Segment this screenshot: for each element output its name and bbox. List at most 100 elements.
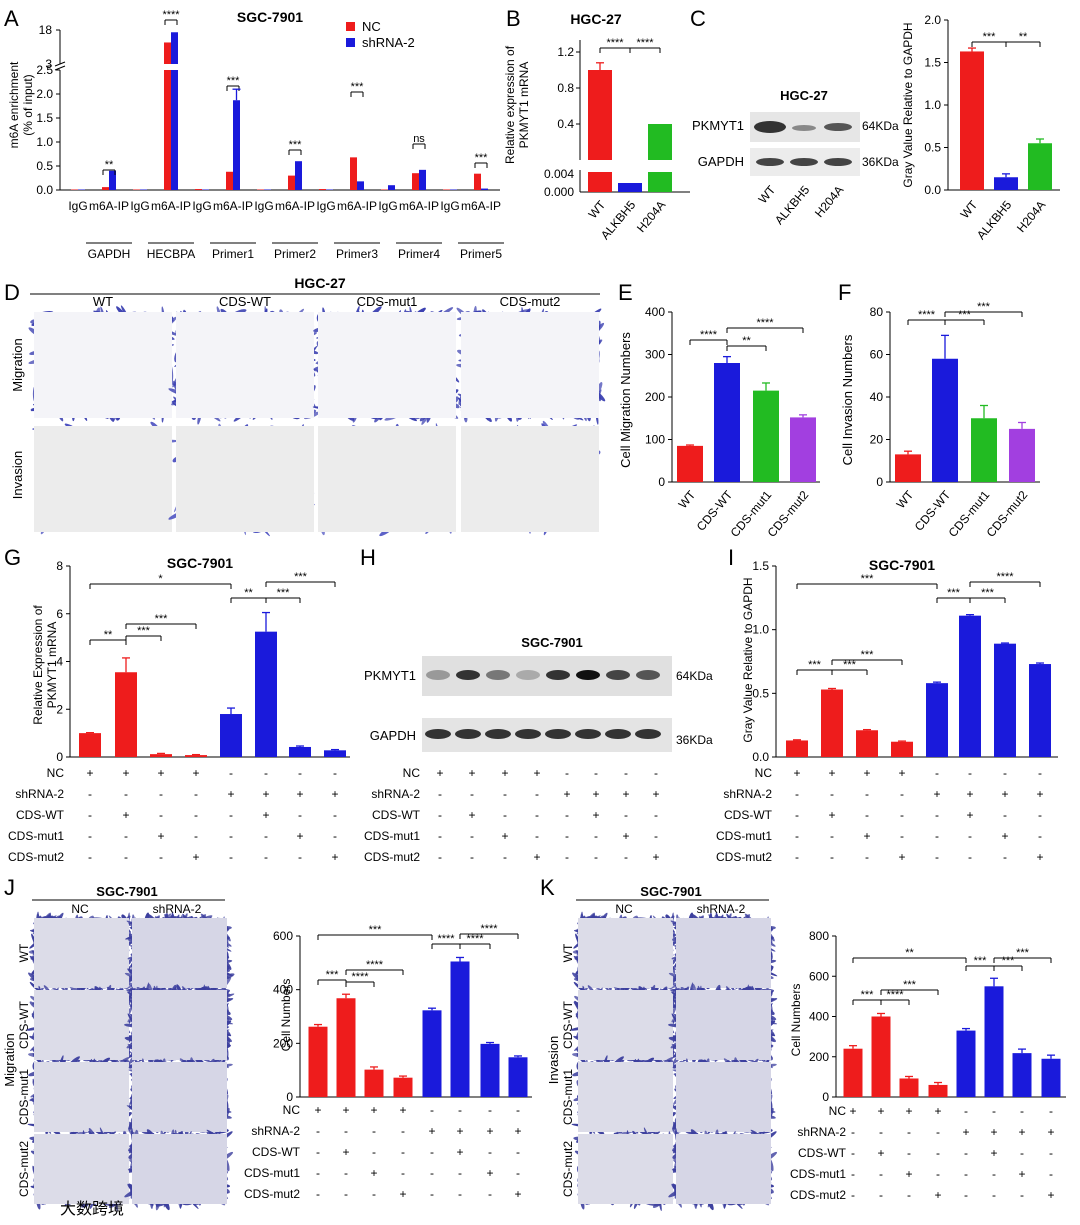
panelH-band bbox=[546, 670, 570, 680]
panelI-title: SGC-7901 bbox=[869, 557, 935, 573]
panelH-cond-label: CDS-WT bbox=[372, 808, 421, 822]
panelH-cond-sign: - bbox=[438, 850, 442, 864]
panelH-cond-sign: - bbox=[535, 787, 539, 801]
panelC-blot-label: GAPDH bbox=[698, 154, 744, 169]
panelJ-title: SGC-7901 bbox=[96, 884, 157, 899]
panelB-y-tick-label: 0.004 bbox=[544, 167, 574, 181]
panelA-sig-label: **** bbox=[162, 9, 180, 21]
panelB-bar-WT bbox=[588, 70, 612, 160]
panelG-cond-sign: - bbox=[333, 808, 337, 822]
panelF-bar-2 bbox=[932, 358, 958, 482]
panelC-kda: 36KDa bbox=[862, 155, 899, 169]
panelA-x-cat: IgG bbox=[440, 199, 459, 213]
panelG-bar-7 bbox=[289, 746, 311, 757]
panelI-cond-sign: - bbox=[935, 850, 939, 864]
panelA-group-label: Primer2 bbox=[274, 247, 316, 261]
panelI-cond-sign: - bbox=[900, 808, 904, 822]
panelJ-image-nc-bg bbox=[34, 990, 129, 1060]
panelI-bar-3 bbox=[856, 730, 878, 757]
panelJ-row-label: CDS-WT bbox=[17, 1000, 31, 1049]
panelI-cond-sign: - bbox=[830, 787, 834, 801]
panelA-bar bbox=[319, 189, 326, 190]
panelB-bar-H204A bbox=[648, 124, 672, 160]
panelB-sig-label: **** bbox=[636, 37, 654, 49]
panelE-x-cat: WT bbox=[676, 487, 699, 511]
panelG-cond-sign: - bbox=[159, 787, 163, 801]
panelG-cond-sign: + bbox=[192, 766, 199, 780]
panelG-ylabel: Relative Expression of bbox=[31, 605, 45, 725]
panelF-x-cat: WT bbox=[894, 487, 917, 511]
panelG-cond-sign: - bbox=[88, 808, 92, 822]
panelA-x-cat: m6A-IP bbox=[213, 199, 253, 213]
panelI-bar-2 bbox=[821, 689, 843, 757]
panelA-bar bbox=[412, 173, 419, 190]
panelG-cond-sign: - bbox=[333, 829, 337, 843]
panelI-y-tick-label: 0.0 bbox=[752, 750, 769, 764]
panelC-band bbox=[754, 121, 786, 133]
panelG-cond-sign: - bbox=[124, 829, 128, 843]
panelI-cond-label: NC bbox=[755, 766, 773, 780]
panelA-group-label: HECBPA bbox=[147, 247, 195, 261]
panelA-y-tick-label: 18 bbox=[39, 23, 53, 37]
panelA-group-label: Primer1 bbox=[212, 247, 254, 261]
panelG-bar-1 bbox=[79, 733, 101, 757]
panel-letter-I: I bbox=[728, 545, 734, 570]
panelG-cond-label: CDS-WT bbox=[16, 808, 65, 822]
panelC-sig-label: *** bbox=[983, 31, 997, 43]
panelI-cond-sign: - bbox=[935, 808, 939, 822]
panelH-band bbox=[455, 729, 481, 739]
panelC-x-cat: H204A bbox=[1014, 198, 1048, 235]
panelC-band bbox=[824, 158, 852, 166]
panelI-cond-sign: + bbox=[828, 808, 835, 822]
panelG-bar-8 bbox=[324, 750, 346, 757]
panelD-row-label: Migration bbox=[10, 338, 25, 391]
panelA-sig-label: ns bbox=[413, 133, 425, 145]
panelI-cond-sign: - bbox=[795, 850, 799, 864]
panelH-band bbox=[515, 729, 541, 739]
panelD-invasion-image-bg bbox=[461, 426, 599, 532]
panelC-blot-label: PKMYT1 bbox=[692, 118, 744, 133]
panel-letter-A: A bbox=[4, 6, 19, 31]
panelA-sig-label: *** bbox=[289, 139, 303, 151]
panelI-cond-sign: - bbox=[968, 766, 972, 780]
panelG-cond-sign: - bbox=[159, 850, 163, 864]
panel-letter-C: C bbox=[690, 6, 706, 31]
panelF-y-tick-label: 80 bbox=[870, 305, 884, 319]
panelI-cond-sign: - bbox=[830, 829, 834, 843]
panelJ-col-label: shRNA-2 bbox=[153, 902, 202, 916]
panelH-band bbox=[486, 670, 510, 680]
panelC-blot-cat: ALKBH5 bbox=[772, 183, 813, 228]
panelI-y-tick-label: 0.5 bbox=[752, 686, 769, 700]
panelI-bar-1 bbox=[786, 740, 808, 757]
panelA-x-cat: m6A-IP bbox=[461, 199, 501, 213]
panelF-sig-label: **** bbox=[918, 309, 936, 321]
panelE-bar-2 bbox=[714, 363, 740, 482]
panelB-title: HGC-27 bbox=[570, 11, 622, 27]
panelI-cond-sign: - bbox=[865, 808, 869, 822]
panelG-cond-sign: + bbox=[122, 808, 129, 822]
panelG-cond-label: NC bbox=[47, 766, 65, 780]
panelI-sig-label: *** bbox=[861, 573, 875, 585]
panelD-col-label: WT bbox=[93, 294, 113, 309]
panelG-bar-6 bbox=[255, 631, 277, 757]
panelC-y-tick-label: 1.0 bbox=[924, 98, 941, 112]
panelA-x-cat: m6A-IP bbox=[275, 199, 315, 213]
panelC-bar-3 bbox=[1028, 143, 1052, 190]
panelB-y-tick-label: 0.8 bbox=[557, 81, 574, 95]
panelD-invasion-image-bg bbox=[34, 426, 172, 532]
panelI-cond-sign: - bbox=[968, 850, 972, 864]
panelD-migration-image-bg bbox=[34, 312, 172, 418]
panelG-cond-sign: + bbox=[157, 766, 164, 780]
panelA-x-cat: IgG bbox=[254, 199, 273, 213]
panelH-cond-sign: - bbox=[654, 766, 658, 780]
panelA-x-cat: IgG bbox=[130, 199, 149, 213]
panelC-bar-2 bbox=[994, 177, 1018, 190]
panelG-sig-label: *** bbox=[137, 625, 151, 637]
panelA-y-tick-label: 1.0 bbox=[36, 135, 53, 149]
panelI-sig-label: *** bbox=[808, 659, 822, 671]
panelA-bar bbox=[233, 100, 240, 190]
panelA-sig-label: *** bbox=[475, 152, 489, 164]
panelJ-side-label: Migration bbox=[2, 1033, 17, 1086]
panelA-y-tick-label: 0.0 bbox=[36, 183, 53, 197]
panelD-col-label: CDS-mut1 bbox=[357, 294, 418, 309]
